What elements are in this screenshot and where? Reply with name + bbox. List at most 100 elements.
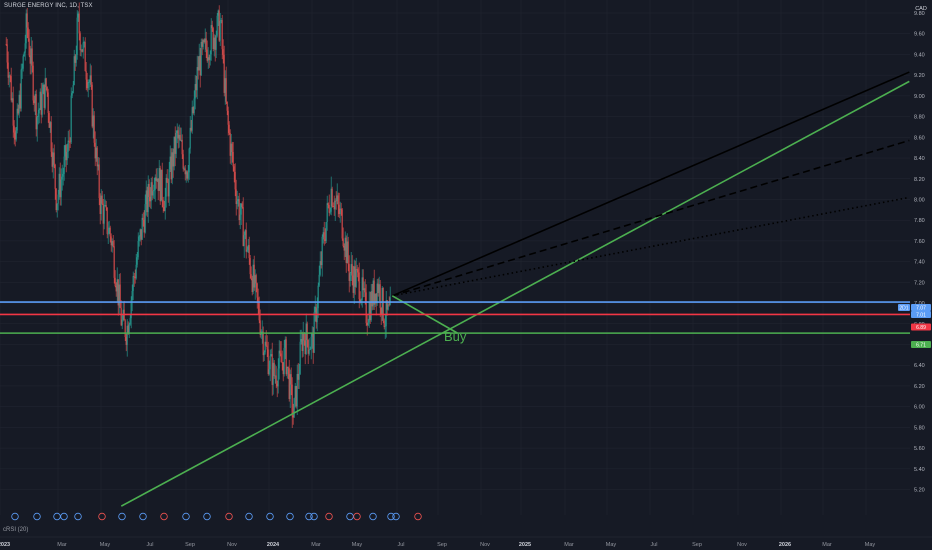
candle-body (39, 91, 41, 110)
candle-body (183, 168, 185, 170)
candle-body (107, 233, 109, 235)
candle-body (190, 127, 192, 131)
candle-body (100, 195, 102, 215)
horizontal-lines[interactable] (0, 301, 910, 334)
candle-body (323, 232, 325, 240)
candle-body (32, 65, 34, 101)
candle-body (229, 132, 231, 156)
candle-body (121, 319, 123, 326)
candle-body (244, 230, 246, 236)
candle-body (359, 299, 361, 303)
candle-body (69, 141, 71, 143)
candle-body (332, 206, 334, 208)
candle-body (207, 57, 209, 61)
candle-body (298, 373, 300, 380)
candle-body (319, 261, 321, 275)
candle-body (286, 366, 288, 375)
candle-body (93, 115, 95, 143)
dividend-marker (203, 512, 211, 521)
candle-body (76, 17, 78, 55)
time-tick-label: Sep (437, 542, 447, 548)
candle-body (7, 62, 9, 78)
candle-body (11, 98, 13, 101)
buy-annotation[interactable]: Buy (444, 329, 467, 344)
candle-body (159, 168, 161, 202)
price-tick-label: 6.00 (914, 405, 925, 411)
candle-body (171, 152, 173, 180)
time-tick-label: Mar (564, 542, 574, 548)
candle-body (23, 52, 25, 57)
candle-body (269, 355, 271, 370)
candle-body (82, 42, 84, 52)
candle-body (226, 101, 228, 111)
price-badge-prefix-label: 2D1 (899, 306, 908, 312)
candle-body (26, 13, 28, 28)
candle-body (375, 293, 377, 304)
candle-body (83, 42, 85, 43)
candle-body (288, 368, 290, 400)
candle-body (268, 369, 270, 375)
candle-body (273, 362, 275, 377)
candle-body (49, 122, 51, 128)
candle-body (349, 273, 351, 281)
candle-body (346, 241, 348, 264)
candle-body (47, 92, 49, 114)
candle-body (258, 303, 260, 321)
time-axis[interactable]: 2023 Mar May Jul Sep Nov 2024 Mar May Jul Sep Nov 20… (0, 536, 932, 548)
candle-body (170, 156, 172, 180)
candle-body (259, 320, 261, 335)
candle-body (277, 368, 279, 387)
candle-body (336, 195, 338, 201)
price-badge-label: 6.71 (916, 343, 926, 349)
candle-body (218, 10, 220, 41)
price-tick-label: 9.00 (914, 94, 925, 100)
candle-body (293, 398, 295, 418)
candle-body (224, 78, 226, 93)
candle-body (352, 275, 354, 293)
candle-body (30, 48, 32, 64)
candle-body (383, 320, 385, 328)
candle-body (365, 292, 367, 323)
candle-body (158, 168, 160, 191)
candle-body (255, 275, 257, 284)
candle-body (340, 208, 342, 210)
candle-body (253, 264, 255, 288)
candle-body (150, 182, 152, 202)
candle-body (43, 84, 45, 108)
candle-body (223, 54, 225, 93)
candle-body (44, 78, 46, 108)
candle-body (127, 325, 129, 334)
candle-body (125, 337, 127, 345)
candle-body (21, 68, 23, 70)
candle-body (184, 168, 186, 175)
candle-body (55, 188, 57, 211)
candle-body (191, 107, 193, 131)
earnings-marker (98, 512, 106, 521)
candle-body (188, 148, 190, 173)
candles (5, 2, 391, 429)
earnings-marker (414, 512, 422, 521)
price-badge (911, 341, 931, 348)
candle-body (236, 201, 238, 205)
candle-body (66, 151, 68, 161)
candle-body (172, 152, 174, 167)
price-badge (911, 304, 931, 311)
candle-body (50, 122, 52, 152)
candle-body (279, 350, 281, 354)
dividend-marker (310, 512, 318, 521)
candle-body (194, 84, 196, 99)
price-tick-label: 8.20 (914, 177, 925, 183)
candle-body (56, 203, 58, 211)
candle-body (57, 194, 59, 204)
candle-body (217, 10, 219, 16)
candle-body (15, 130, 17, 140)
candle-body (106, 207, 108, 234)
candle-body (213, 37, 215, 50)
candle-body (176, 130, 178, 134)
candle-body (152, 191, 154, 196)
candle-body (162, 200, 164, 208)
candle-body (186, 171, 188, 179)
candle-body (241, 203, 243, 208)
